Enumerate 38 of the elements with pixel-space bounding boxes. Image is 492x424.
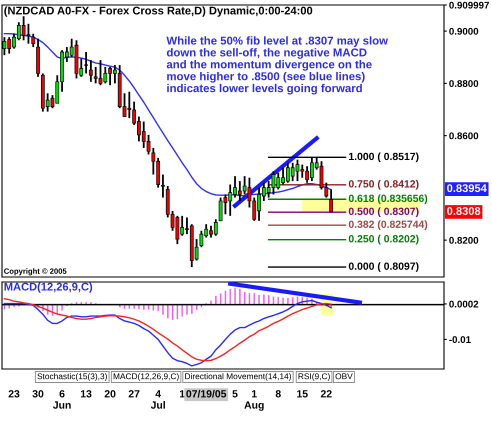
y-tick-label: 0.8800 — [449, 80, 478, 87]
series-label: 0.500 ( 0.8307) — [348, 207, 419, 218]
x-tick-label: 6 Jun — [52, 390, 71, 409]
y-tick-label: 0.909997 — [449, 2, 489, 9]
annotation: 0.83954 — [447, 184, 487, 192]
x-tick-label: 13 — [80, 390, 92, 398]
x-tick-label: 07/19/05 — [186, 390, 226, 398]
series-label: 0.382 (0.825744) — [348, 220, 428, 230]
x-tick-label: 1 Aug — [244, 390, 264, 411]
y-tick-label: 0.9000 — [449, 28, 478, 35]
chart-title: (NZDCAD A0-FX - Forex Cross Rate,D) Dynamic,0:00-24:00 — [4, 6, 312, 17]
series-label: 0.000 ( 0.8097) — [348, 262, 419, 272]
x-tick-label: 8 — [276, 390, 281, 398]
chart-title: MACD(12,26,9,C) — [4, 282, 92, 293]
text: MACD(12,26,9,C) — [114, 373, 179, 381]
text: Stochastic(15(3),3) — [37, 373, 107, 381]
x-tick-label: 23 — [8, 390, 20, 398]
x-tick-label: 4 Jul — [150, 390, 165, 409]
series-label: 0.750 ( 0.8412) — [348, 180, 419, 190]
x-tick-label: 22 — [320, 390, 332, 398]
series-label: 0.250 ( 0.8202) — [348, 234, 419, 244]
x-tick-label: 15 — [297, 390, 308, 398]
y-tick-label: 0.0002 — [449, 300, 478, 308]
x-tick-label: 5 — [232, 390, 238, 398]
y-tick-label: -0.01 — [449, 336, 471, 344]
y-tick-label: 0.8200 — [449, 236, 478, 244]
x-tick-label: 1 — [180, 390, 185, 398]
x-tick-label: 30 — [32, 390, 44, 398]
x-tick-label: 27 — [128, 390, 140, 398]
text: OBV — [336, 373, 353, 380]
text: Directional Movement(14,14) — [185, 373, 291, 381]
series-label: 1.000 ( 0.8517) — [349, 152, 419, 162]
series-label: 0.618 (0.835656) — [348, 194, 428, 204]
y-tick-label: 0.8600 — [449, 132, 478, 140]
annotation: While the 50% fib level at .8307 may slow down the sell-off, the negative MACD and the momentum divergence on the move higher to .8500 (see blue lines) indicates lower levels going forward — [166, 36, 388, 95]
annotation: 0.8308 — [447, 207, 480, 215]
text: RSI(9,C) — [298, 373, 330, 381]
x-tick-label: 20 — [104, 390, 116, 398]
